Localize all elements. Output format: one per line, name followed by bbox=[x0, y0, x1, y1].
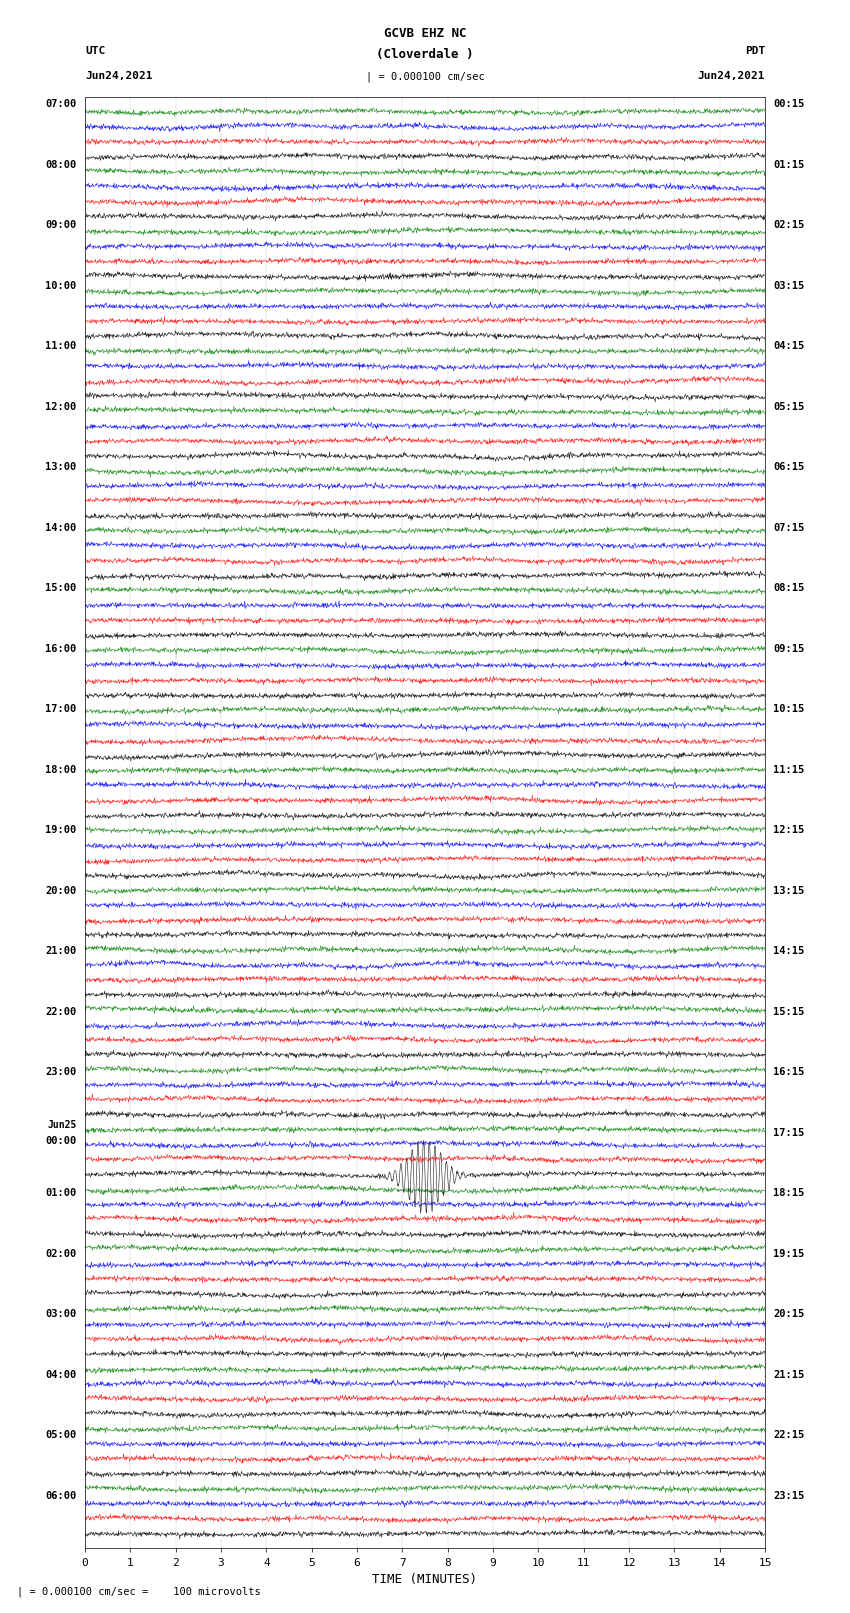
Text: 02:00: 02:00 bbox=[45, 1248, 76, 1258]
Text: 13:00: 13:00 bbox=[45, 463, 76, 473]
Text: 08:00: 08:00 bbox=[45, 160, 76, 169]
Text: 12:00: 12:00 bbox=[45, 402, 76, 411]
Text: 14:00: 14:00 bbox=[45, 523, 76, 532]
Text: 18:15: 18:15 bbox=[774, 1189, 805, 1198]
Text: 16:00: 16:00 bbox=[45, 644, 76, 653]
Text: Jun24,2021: Jun24,2021 bbox=[85, 71, 152, 81]
Text: 01:00: 01:00 bbox=[45, 1189, 76, 1198]
Text: 03:15: 03:15 bbox=[774, 281, 805, 290]
Text: 07:00: 07:00 bbox=[45, 100, 76, 110]
Text: 00:15: 00:15 bbox=[774, 100, 805, 110]
Text: 08:15: 08:15 bbox=[774, 584, 805, 594]
Text: 19:00: 19:00 bbox=[45, 826, 76, 836]
Text: 18:00: 18:00 bbox=[45, 765, 76, 774]
Text: Jun25: Jun25 bbox=[47, 1119, 76, 1129]
Text: PDT: PDT bbox=[745, 47, 765, 56]
Text: 05:00: 05:00 bbox=[45, 1431, 76, 1440]
Text: 22:00: 22:00 bbox=[45, 1007, 76, 1016]
Text: 21:00: 21:00 bbox=[45, 947, 76, 957]
Text: 20:00: 20:00 bbox=[45, 886, 76, 895]
Text: 01:15: 01:15 bbox=[774, 160, 805, 169]
Text: 21:15: 21:15 bbox=[774, 1369, 805, 1379]
Text: 19:15: 19:15 bbox=[774, 1248, 805, 1258]
Text: 14:15: 14:15 bbox=[774, 947, 805, 957]
Text: 10:00: 10:00 bbox=[45, 281, 76, 290]
Text: 07:15: 07:15 bbox=[774, 523, 805, 532]
Text: 23:00: 23:00 bbox=[45, 1068, 76, 1077]
Text: | = 0.000100 cm/sec: | = 0.000100 cm/sec bbox=[366, 71, 484, 82]
Text: 17:00: 17:00 bbox=[45, 705, 76, 715]
Text: 11:00: 11:00 bbox=[45, 342, 76, 352]
Text: 00:00: 00:00 bbox=[45, 1136, 76, 1145]
Text: (Cloverdale ): (Cloverdale ) bbox=[377, 48, 473, 61]
Text: 15:00: 15:00 bbox=[45, 584, 76, 594]
Text: 09:15: 09:15 bbox=[774, 644, 805, 653]
Text: 06:00: 06:00 bbox=[45, 1490, 76, 1500]
Text: | = 0.000100 cm/sec =    100 microvolts: | = 0.000100 cm/sec = 100 microvolts bbox=[17, 1586, 261, 1597]
Text: 22:15: 22:15 bbox=[774, 1431, 805, 1440]
Text: 16:15: 16:15 bbox=[774, 1068, 805, 1077]
Text: 05:15: 05:15 bbox=[774, 402, 805, 411]
Text: UTC: UTC bbox=[85, 47, 105, 56]
Text: 11:15: 11:15 bbox=[774, 765, 805, 774]
Text: 12:15: 12:15 bbox=[774, 826, 805, 836]
Text: 02:15: 02:15 bbox=[774, 221, 805, 231]
X-axis label: TIME (MINUTES): TIME (MINUTES) bbox=[372, 1573, 478, 1586]
Text: 20:15: 20:15 bbox=[774, 1310, 805, 1319]
Text: 23:15: 23:15 bbox=[774, 1490, 805, 1500]
Text: 09:00: 09:00 bbox=[45, 221, 76, 231]
Text: 17:15: 17:15 bbox=[774, 1127, 805, 1137]
Text: GCVB EHZ NC: GCVB EHZ NC bbox=[383, 27, 467, 40]
Text: 10:15: 10:15 bbox=[774, 705, 805, 715]
Text: 04:00: 04:00 bbox=[45, 1369, 76, 1379]
Text: Jun24,2021: Jun24,2021 bbox=[698, 71, 765, 81]
Text: 04:15: 04:15 bbox=[774, 342, 805, 352]
Text: 13:15: 13:15 bbox=[774, 886, 805, 895]
Text: 03:00: 03:00 bbox=[45, 1310, 76, 1319]
Text: 15:15: 15:15 bbox=[774, 1007, 805, 1016]
Text: 06:15: 06:15 bbox=[774, 463, 805, 473]
